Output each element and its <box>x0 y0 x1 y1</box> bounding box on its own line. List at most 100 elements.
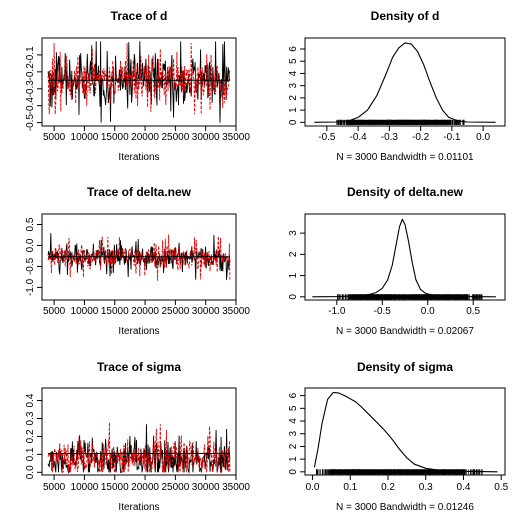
trace-delta-new-title: Trace of delta.new <box>87 185 192 199</box>
density-sigma-curve <box>313 391 498 473</box>
density-delta-new-frame <box>304 213 506 301</box>
density-sigma-ytick-label: 1 <box>288 456 299 462</box>
trace-sigma-frame <box>41 387 237 476</box>
trace-d-xtick-label: 25000 <box>161 132 189 143</box>
density-sigma-rug <box>316 469 483 475</box>
trace-delta-new-xlabel: Iterations <box>118 326 159 337</box>
trace-d-ytick-label: -0.1 <box>25 46 36 64</box>
trace-d-ytick-label: -0.4 <box>25 97 36 115</box>
density-d-xtick-label: -0.5 <box>318 132 336 143</box>
trace-sigma-xtick-label: 20000 <box>131 482 159 493</box>
density-sigma-title: Density of sigma <box>357 360 453 374</box>
density-sigma-ytick-label: 5 <box>288 405 299 411</box>
trace-delta-new-xtick-label: 35000 <box>222 306 250 317</box>
density-d-xtick-label: -0.1 <box>443 132 461 143</box>
trace-sigma-chain-1 <box>47 424 231 474</box>
density-d-xtick-label: -0.2 <box>412 132 430 143</box>
trace-d-ytick-label: -0.5 <box>25 114 36 132</box>
trace-d-frame <box>41 37 237 127</box>
density-d-title: Density of d <box>371 9 440 23</box>
trace-delta-new-ytick-label: 0.0 <box>25 238 36 252</box>
trace-sigma-xtick-label: 35000 <box>222 482 250 493</box>
density-sigma-xtick-label: 0.5 <box>494 482 508 493</box>
trace-d-xtick-label: 20000 <box>131 132 159 143</box>
trace-d-xtick-label: 5000 <box>43 132 66 143</box>
trace-sigma-chain-2 <box>47 422 231 474</box>
density-d-curve <box>314 42 496 123</box>
trace-d-panel: Trace of d 5000 10000 15000 20000 25000 30000 3… <box>25 9 250 163</box>
density-delta-new-xtick-label: 0.0 <box>421 306 435 317</box>
trace-d-chain-2 <box>47 43 231 115</box>
density-d-xtick-label: -0.4 <box>350 132 368 143</box>
density-delta-new-ytick-label: 1 <box>288 272 299 278</box>
density-d-ytick-label: 0 <box>288 119 299 125</box>
trace-d-ytick-label: -0.2 <box>25 63 36 81</box>
density-sigma-ytick-label: 4 <box>288 418 299 424</box>
density-d-ytick-label: 3 <box>288 82 299 88</box>
trace-delta-new-xtick-label: 10000 <box>71 306 99 317</box>
density-sigma-xlabel: N = 3000 Bandwidth = 0.01246 <box>336 502 474 513</box>
trace-d-xtick-label: 30000 <box>192 132 220 143</box>
density-d-ytick-label: 1 <box>288 107 299 113</box>
trace-sigma-ytick-label: 0.0 <box>25 465 36 479</box>
density-d-xlabel: N = 3000 Bandwidth = 0.01101 <box>336 152 474 163</box>
density-delta-new-rug <box>337 294 483 300</box>
trace-sigma-panel: Trace of sigma 5000 10000 15000 20000 25000 30… <box>25 360 250 513</box>
density-d-ytick-label: 2 <box>288 95 299 101</box>
density-delta-new-xtick-label: -0.5 <box>374 306 392 317</box>
trace-d-xlabel: Iterations <box>118 152 159 163</box>
trace-delta-new-xtick-label: 5000 <box>43 306 66 317</box>
trace-d-title: Trace of d <box>111 9 168 23</box>
density-sigma-xtick-label: 0.1 <box>343 482 357 493</box>
trace-d-xtick-label: 10000 <box>71 132 99 143</box>
trace-sigma-ytick-label: 0.2 <box>25 429 36 443</box>
density-delta-new-ytick-label: 2 <box>288 251 299 257</box>
density-d-panel: Density of d -0.5 -0.4 -0.3 -0.2 -0.1 0.0 0 1 2 3 4… <box>288 9 506 163</box>
trace-delta-new-ytick-label: -1.0 <box>25 278 36 296</box>
trace-delta-new-panel: Trace of delta.new 5000 10000 15000 20000 250… <box>25 185 250 337</box>
density-sigma-ytick-label: 3 <box>288 431 299 437</box>
trace-sigma-xlabel: Iterations <box>118 502 159 513</box>
density-delta-new-xlabel: N = 3000 Bandwidth = 0.02067 <box>336 326 474 337</box>
density-d-ytick-label: 5 <box>288 58 299 64</box>
density-d-xtick-label: -0.3 <box>381 132 399 143</box>
trace-delta-new-xtick-label: 20000 <box>131 306 159 317</box>
trace-sigma-ytick-label: 0.4 <box>25 393 36 407</box>
density-d-frame <box>304 37 506 127</box>
trace-sigma-title: Trace of sigma <box>97 360 181 374</box>
density-delta-new-curve <box>312 218 496 298</box>
density-d-xtick-label: 0.0 <box>476 132 490 143</box>
density-sigma-xtick-label: 0.4 <box>457 482 471 493</box>
trace-delta-new-frame <box>41 213 237 301</box>
density-delta-new-xtick-label: 0.5 <box>466 306 480 317</box>
density-delta-new-panel: Density of delta.new -1.0 -0.5 0.0 0.5 0 1 2 3 N … <box>288 185 506 337</box>
density-sigma-ytick-label: 2 <box>288 443 299 449</box>
density-delta-new-ytick-label: 3 <box>288 230 299 236</box>
trace-delta-new-ytick-label: -0.5 <box>25 257 36 275</box>
trace-sigma-xtick-label: 30000 <box>192 482 220 493</box>
trace-sigma-ytick-label: 0.3 <box>25 411 36 425</box>
density-sigma-xtick-label: 0.3 <box>419 482 433 493</box>
trace-d-ytick-label: -0.3 <box>25 80 36 98</box>
trace-delta-new-chain-2 <box>47 234 231 281</box>
density-d-ytick-label: 6 <box>288 46 299 52</box>
trace-delta-new-xtick-label: 15000 <box>101 306 129 317</box>
trace-sigma-xtick-label: 15000 <box>101 482 129 493</box>
trace-sigma-xtick-label: 25000 <box>161 482 189 493</box>
trace-d-xtick-label: 35000 <box>222 132 250 143</box>
trace-d-xtick-label: 15000 <box>101 132 129 143</box>
density-delta-new-title: Density of delta.new <box>347 185 464 199</box>
density-sigma-panel: Density of sigma 0.0 0.1 0.2 0.3 0.4 0.5 0 1 2 3 4 5… <box>288 360 509 513</box>
trace-sigma-ytick-label: 0.1 <box>25 447 36 461</box>
density-sigma-frame <box>304 387 506 476</box>
density-sigma-xtick-label: 0.0 <box>306 482 320 493</box>
density-sigma-xtick-label: 0.2 <box>381 482 395 493</box>
trace-delta-new-xtick-label: 30000 <box>192 306 220 317</box>
trace-delta-new-ytick-label: 0.5 <box>25 217 36 231</box>
trace-sigma-xtick-label: 5000 <box>43 482 66 493</box>
density-delta-new-xtick-label: -1.0 <box>328 306 346 317</box>
trace-sigma-xtick-label: 10000 <box>71 482 99 493</box>
density-delta-new-ytick-label: 0 <box>288 294 299 300</box>
density-d-ytick-label: 4 <box>288 70 299 76</box>
